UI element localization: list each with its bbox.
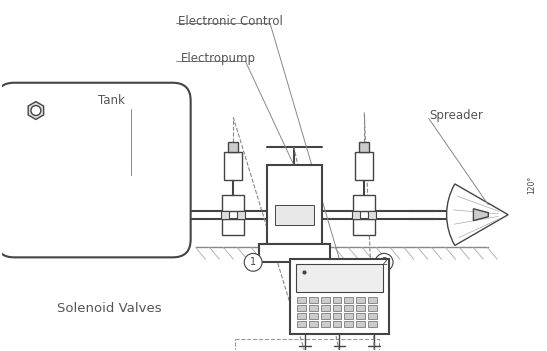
Text: Solenoid Valves: Solenoid Valves xyxy=(57,303,161,316)
Bar xyxy=(333,297,341,303)
Bar xyxy=(297,321,306,327)
Bar xyxy=(356,297,365,303)
Bar xyxy=(309,297,318,303)
Bar xyxy=(321,305,329,311)
Bar xyxy=(345,305,353,311)
Text: Spreader: Spreader xyxy=(429,109,482,122)
Bar xyxy=(368,305,377,311)
Bar xyxy=(309,321,318,327)
Polygon shape xyxy=(473,209,488,221)
Bar xyxy=(321,297,329,303)
Bar xyxy=(223,219,244,234)
Bar xyxy=(345,313,353,319)
Bar xyxy=(222,211,229,219)
Bar xyxy=(223,195,244,211)
Bar xyxy=(356,152,373,180)
Bar xyxy=(235,339,379,351)
Bar xyxy=(297,297,306,303)
Text: Electropump: Electropump xyxy=(181,52,256,65)
Bar xyxy=(356,321,365,327)
Bar xyxy=(345,297,353,303)
FancyBboxPatch shape xyxy=(0,83,191,257)
Bar xyxy=(275,205,313,225)
Text: 120°: 120° xyxy=(527,176,537,194)
Bar xyxy=(353,219,375,234)
Bar xyxy=(368,297,377,303)
Bar xyxy=(321,321,329,327)
Text: Tank: Tank xyxy=(98,94,125,107)
Bar xyxy=(333,321,341,327)
Bar xyxy=(297,313,306,319)
Bar xyxy=(368,211,376,219)
Circle shape xyxy=(244,253,262,271)
Bar xyxy=(290,259,389,334)
Bar xyxy=(345,321,353,327)
Bar xyxy=(353,195,375,211)
Circle shape xyxy=(31,106,41,115)
Circle shape xyxy=(375,253,393,271)
Bar xyxy=(224,152,242,180)
Bar xyxy=(309,313,318,319)
Bar xyxy=(356,305,365,311)
Text: 2: 2 xyxy=(381,257,387,267)
Bar xyxy=(267,165,322,244)
Bar xyxy=(296,264,383,292)
Bar xyxy=(309,305,318,311)
Text: Electronic Control: Electronic Control xyxy=(178,15,283,28)
Bar xyxy=(368,313,377,319)
Bar xyxy=(356,313,365,319)
Wedge shape xyxy=(446,184,508,245)
Bar xyxy=(333,313,341,319)
Bar xyxy=(333,305,341,311)
Bar xyxy=(259,244,329,262)
Text: 1: 1 xyxy=(250,257,256,267)
Bar xyxy=(297,305,306,311)
Bar xyxy=(352,211,360,219)
Bar xyxy=(321,313,329,319)
Bar xyxy=(228,142,238,152)
Bar xyxy=(237,211,245,219)
Bar xyxy=(368,321,377,327)
Bar xyxy=(359,142,369,152)
